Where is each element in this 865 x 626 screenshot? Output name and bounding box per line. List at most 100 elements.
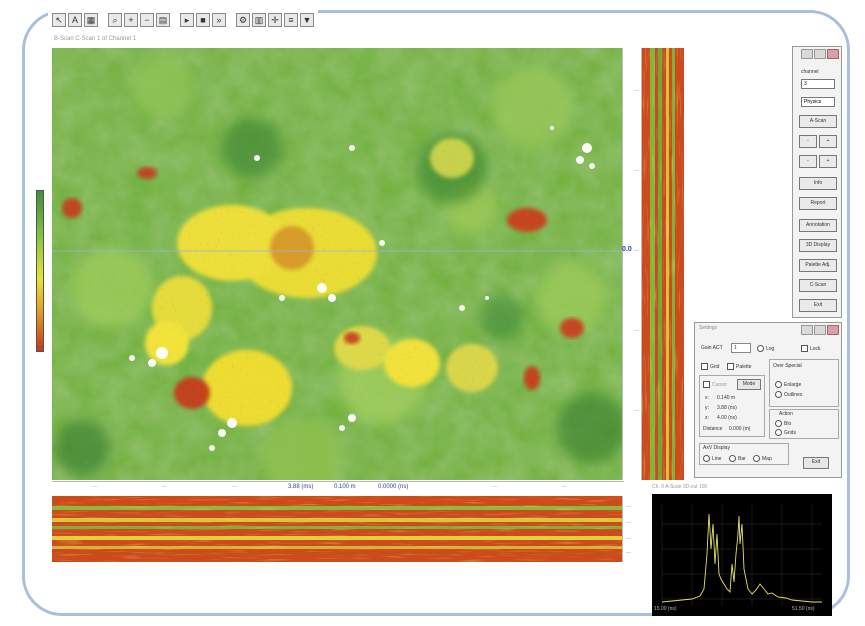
minimize-icon[interactable]: [801, 49, 813, 59]
settings-close-icon[interactable]: [827, 325, 839, 335]
map-radio-icon: [753, 455, 760, 462]
spectrum-title: Ch. 0 A-Scan 3D-cut 100: [652, 484, 708, 490]
forward-icon[interactable]: »: [212, 13, 226, 27]
plus-button-2[interactable]: +: [819, 155, 837, 168]
log-radio-icon: [757, 345, 764, 352]
axis-map-radio[interactable]: Map: [753, 455, 772, 462]
vertical-scale: — — — — —: [622, 48, 642, 480]
stop-icon[interactable]: ■: [196, 13, 210, 27]
zoom-out-icon[interactable]: −: [140, 13, 154, 27]
toolbar-separator: [100, 13, 106, 27]
line-label: Line: [712, 455, 722, 462]
action-group: [769, 409, 839, 439]
marker-icon[interactable]: ▼: [300, 13, 314, 27]
grid-checkbox[interactable]: Grid: [701, 363, 719, 370]
spectrum-left-label: 15.00 (ns): [654, 606, 677, 612]
overlay-enlarge-radio[interactable]: Enlarge: [775, 381, 801, 388]
action-grids-radio[interactable]: Grids: [775, 429, 796, 436]
c-scan-button[interactable]: C-Scan: [799, 279, 837, 292]
exit-button[interactable]: Exit: [799, 299, 837, 312]
settings-exit-button[interactable]: Exit: [803, 457, 829, 469]
axis-line-radio[interactable]: Line: [703, 455, 721, 462]
gain-select[interactable]: 1: [731, 343, 751, 353]
channel-label: channel: [801, 69, 819, 75]
x-value: 0.140 m: [717, 395, 736, 401]
enlarge-label: Enlarge: [784, 381, 802, 388]
close-icon[interactable]: [827, 49, 839, 59]
info-button[interactable]: Info: [799, 177, 837, 190]
cross-icon[interactable]: ✛: [268, 13, 282, 27]
grid-label: Grid: [710, 363, 720, 370]
lock-label: Lock: [810, 345, 821, 352]
color-scale-bar: [36, 190, 44, 352]
arrow-icon[interactable]: ↖: [52, 13, 66, 27]
print-icon[interactable]: ▤: [156, 13, 170, 27]
settings-window-buttons: [801, 325, 839, 335]
settings-icon[interactable]: ⚙: [236, 13, 250, 27]
settings-panel: Settings Gain ACT 1 Log Lock Grid Palett…: [694, 322, 842, 478]
spectrum-right-label: 51.50 (ns): [792, 606, 815, 612]
minus-button-1[interactable]: -: [799, 135, 817, 148]
toolbar-separator: [228, 13, 234, 27]
cursor-label: Cursor: [712, 381, 728, 388]
distance-value: 0.000 (m): [729, 426, 751, 432]
report-button[interactable]: Report: [799, 197, 837, 210]
settings-minimize-icon[interactable]: [801, 325, 813, 335]
axis-display-label: AxV Display: [703, 445, 730, 451]
log-radio[interactable]: Log: [757, 345, 774, 352]
cursor-group: [699, 375, 765, 437]
palette-checkbox-icon: [727, 363, 734, 370]
gain-label: Gain ACT: [701, 345, 723, 351]
plus-button-1[interactable]: +: [819, 135, 837, 148]
a-scan-plot[interactable]: 15.00 (ns) 51.50 (ns): [652, 494, 832, 616]
cursor-checkbox[interactable]: Cursor: [703, 381, 727, 388]
zoom-icon[interactable]: ⌕: [108, 13, 122, 27]
play-icon[interactable]: ▸: [180, 13, 194, 27]
grids-radio-icon: [775, 429, 782, 436]
depth-label: 0.0: [622, 246, 632, 253]
palette-adj-button[interactable]: Palette Adj.: [799, 259, 837, 272]
grid-checkbox-icon: [701, 363, 708, 370]
settings-title: Settings: [699, 325, 718, 331]
overlay-group: [769, 359, 839, 407]
horizontal-b-scan[interactable]: [52, 496, 622, 562]
b-scan-depth-scale: — — — —: [622, 496, 643, 562]
map-title: B-Scan C-Scan 1 of Channel 1: [54, 36, 137, 42]
a-scan-button[interactable]: A-Scan: [799, 115, 837, 128]
axis-bar-radio[interactable]: Bar: [729, 455, 746, 462]
mode-select[interactable]: Physics: [801, 97, 835, 107]
action-blo-radio[interactable]: Blo: [775, 420, 791, 427]
channel-select[interactable]: 3: [801, 79, 835, 89]
layers-icon[interactable]: ≡: [284, 13, 298, 27]
grid2-icon[interactable]: ▥: [252, 13, 266, 27]
blo-label: Blo: [784, 420, 792, 427]
lock-checkbox-icon: [801, 345, 808, 352]
grid-icon[interactable]: ▦: [84, 13, 98, 27]
minus-button-2[interactable]: -: [799, 155, 817, 168]
palette-checkbox[interactable]: Palette: [727, 363, 752, 370]
settings-maximize-icon[interactable]: [814, 325, 826, 335]
z-label: z:: [705, 415, 709, 421]
text-icon[interactable]: A: [68, 13, 82, 27]
bar-label: Bar: [738, 455, 746, 462]
axis-display-group: [699, 443, 789, 465]
maximize-icon[interactable]: [814, 49, 826, 59]
y-value: 3.88 (ns): [717, 405, 737, 411]
distance-label: Distance: [703, 426, 723, 432]
hscale-value-3: 0.0000 (ns): [378, 484, 409, 490]
toolbar: ↖ A ▦ ⌕ + − ▤ ▸ ■» ⚙ ▥ ✛ ≡ ▼: [48, 10, 318, 30]
c-scan-map[interactable]: [52, 48, 622, 480]
y-label: y:: [705, 405, 709, 411]
map-label: Map: [762, 455, 772, 462]
outlines-label: Outlines: [784, 391, 803, 398]
z-value: 4.00 (ns): [717, 415, 737, 421]
control-window-buttons: [801, 49, 839, 59]
mode-button[interactable]: Mode: [737, 379, 761, 390]
zoom-in-icon[interactable]: +: [124, 13, 138, 27]
3d-display-button[interactable]: 3D Display: [799, 239, 837, 252]
x-label: x:: [705, 395, 709, 401]
overlay-outlines-radio[interactable]: Outlines: [775, 391, 802, 398]
lock-checkbox[interactable]: Lock: [801, 345, 821, 352]
vertical-b-scan[interactable]: [642, 48, 684, 480]
annotation-button[interactable]: Annotation: [799, 219, 837, 232]
